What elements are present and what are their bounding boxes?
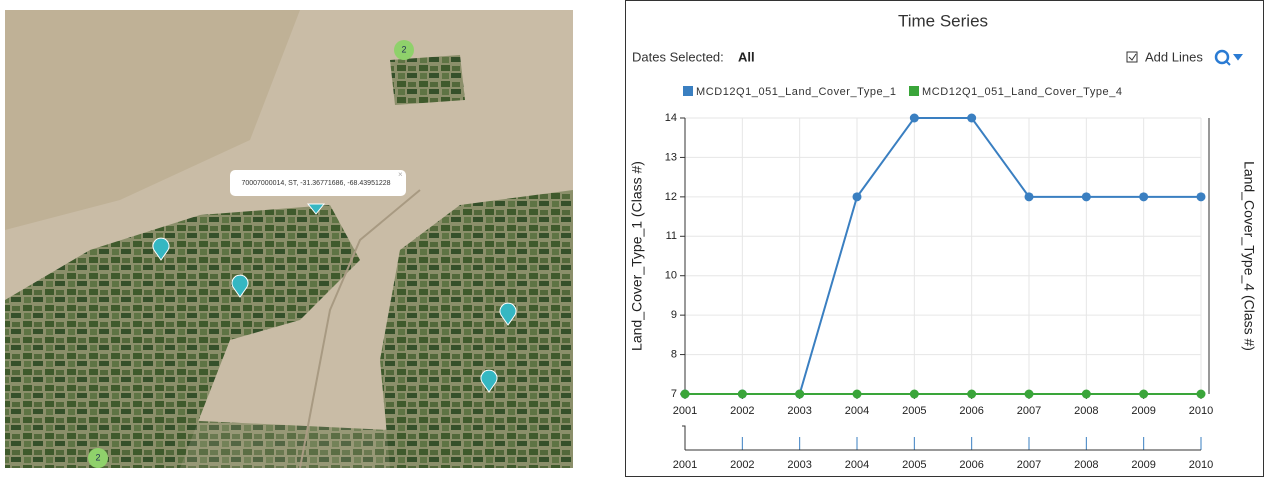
y-tick-label: 10 bbox=[665, 270, 677, 282]
checkbox[interactable] bbox=[1126, 51, 1138, 63]
road bbox=[299, 189, 421, 468]
fields bbox=[5, 205, 360, 468]
fields bbox=[170, 420, 390, 468]
cluster-count: 2 bbox=[401, 44, 406, 54]
legend-swatch[interactable] bbox=[683, 86, 693, 96]
navigator-tick-label: 2001 bbox=[673, 459, 697, 471]
legend-swatch[interactable] bbox=[909, 86, 919, 96]
cluster-count: 2 bbox=[95, 452, 100, 462]
x-tick-label: 2010 bbox=[1189, 405, 1213, 417]
navigator-tick-label: 2007 bbox=[1017, 459, 1041, 471]
legend-label[interactable]: MCD12Q1_051_Land_Cover_Type_4 bbox=[922, 86, 1122, 98]
popup-text: 70007000014, ST, -31.36771686, -68.43951… bbox=[241, 180, 390, 187]
map-marker[interactable] bbox=[499, 302, 517, 326]
data-point[interactable] bbox=[967, 389, 977, 399]
data-point[interactable] bbox=[909, 389, 919, 399]
map-marker[interactable] bbox=[480, 369, 498, 393]
dates-value: All bbox=[738, 49, 755, 64]
fields bbox=[390, 55, 465, 105]
x-tick-label: 2005 bbox=[902, 405, 926, 417]
x-tick-label: 2008 bbox=[1074, 405, 1098, 417]
y-tick-label: 14 bbox=[665, 112, 677, 124]
data-point[interactable] bbox=[1139, 389, 1149, 399]
x-tick-label: 2003 bbox=[787, 405, 811, 417]
fields bbox=[380, 190, 573, 468]
chart: MCD12Q1_051_Land_Cover_Type_1 MCD12Q1_051… bbox=[629, 86, 1258, 471]
map[interactable]: 2 2 70007000014, ST, -31.36771686, -68.4… bbox=[5, 10, 573, 468]
y-tick-label: 8 bbox=[671, 348, 677, 360]
navigator-tick-label: 2006 bbox=[959, 459, 983, 471]
data-point[interactable] bbox=[795, 389, 805, 399]
navigator-tick-label: 2010 bbox=[1189, 459, 1213, 471]
cluster[interactable] bbox=[88, 448, 108, 468]
y-tick-label: 9 bbox=[671, 309, 677, 321]
chart-title: Time Series bbox=[898, 11, 988, 30]
navigator-tick-label: 2005 bbox=[902, 459, 926, 471]
zoom-icon[interactable] bbox=[1214, 49, 1230, 65]
chart-panel bbox=[625, 0, 1264, 477]
popup-close[interactable]: × bbox=[398, 170, 403, 179]
map-marker[interactable] bbox=[306, 203, 326, 215]
y-tick-label: 11 bbox=[666, 230, 677, 242]
y-tick-label: 13 bbox=[665, 151, 677, 163]
navigator-tick-label: 2004 bbox=[845, 459, 869, 471]
data-point[interactable] bbox=[1081, 389, 1091, 399]
zoom-dropdown[interactable] bbox=[1225, 54, 1243, 66]
map-marker[interactable] bbox=[152, 237, 170, 261]
map-marker[interactable] bbox=[231, 274, 249, 298]
popup bbox=[230, 170, 406, 196]
x-tick-label: 2006 bbox=[959, 405, 983, 417]
data-point[interactable] bbox=[852, 389, 862, 399]
data-point[interactable] bbox=[1139, 192, 1149, 202]
navigator-tick-label: 2008 bbox=[1074, 459, 1098, 471]
terrain bbox=[5, 10, 300, 230]
data-point[interactable] bbox=[1196, 192, 1206, 202]
y-tick-label: 12 bbox=[665, 191, 677, 203]
y2-axis-label: Land_Cover_Type_4 (Class #) bbox=[1241, 161, 1257, 351]
data-point[interactable] bbox=[1024, 389, 1034, 399]
data-point[interactable] bbox=[909, 113, 919, 123]
data-point[interactable] bbox=[680, 389, 690, 399]
dates-label: Dates Selected: bbox=[632, 49, 724, 64]
check bbox=[1128, 53, 1137, 61]
data-point[interactable] bbox=[852, 192, 862, 202]
x-tick-label: 2001 bbox=[673, 405, 697, 417]
data-point[interactable] bbox=[737, 389, 747, 399]
y-tick-label: 7 bbox=[671, 388, 677, 400]
data-point[interactable] bbox=[1024, 192, 1034, 202]
legend-label[interactable]: MCD12Q1_051_Land_Cover_Type_1 bbox=[696, 86, 896, 98]
markers bbox=[152, 203, 517, 393]
x-tick-label: 2007 bbox=[1017, 405, 1041, 417]
data-point[interactable] bbox=[1081, 192, 1091, 202]
data-point[interactable] bbox=[1196, 389, 1206, 399]
navigator-tick-label: 2002 bbox=[730, 459, 754, 471]
x-tick-label: 2002 bbox=[730, 405, 754, 417]
x-tick-label: 2004 bbox=[845, 405, 869, 417]
cluster[interactable] bbox=[394, 40, 414, 60]
add-lines-label[interactable]: Add Lines bbox=[1145, 49, 1203, 64]
navigator-bracket bbox=[682, 425, 686, 450]
data-point[interactable] bbox=[967, 113, 977, 123]
x-tick-label: 2009 bbox=[1131, 405, 1155, 417]
navigator-tick-label: 2009 bbox=[1131, 459, 1155, 471]
y-axis-label: Land_Cover_Type_1 (Class #) bbox=[629, 161, 645, 351]
navigator-tick-label: 2003 bbox=[787, 459, 811, 471]
